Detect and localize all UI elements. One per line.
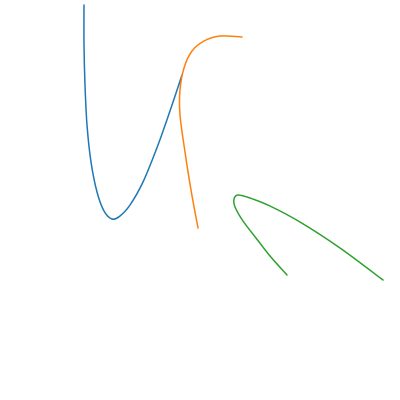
series-line-green [232,194,384,281]
series-line-orange [178,35,243,229]
series-line-blue [83,4,183,220]
